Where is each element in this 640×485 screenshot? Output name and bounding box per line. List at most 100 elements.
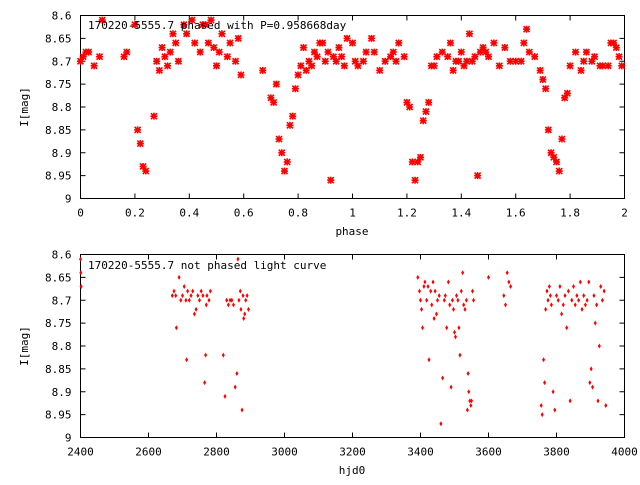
unphased-data-point bbox=[208, 288, 212, 294]
unphased-data-point bbox=[578, 279, 582, 285]
unphased-data-point bbox=[457, 325, 461, 331]
unphased-data-point bbox=[547, 284, 551, 290]
phased-data-point bbox=[539, 75, 547, 84]
unphased-data-point bbox=[577, 297, 581, 303]
unphased-data-point bbox=[221, 352, 225, 358]
phased-data-point bbox=[561, 94, 569, 102]
unphased-x-axis-label: hjd0 bbox=[339, 464, 366, 477]
unphased-panel: 8.6 8.65 8.7 8.75 8.8 8.85 8.9 8.95 9 2400 2600 28… bbox=[18, 249, 638, 478]
phased-data-point bbox=[476, 48, 484, 56]
unphased-data-point bbox=[471, 288, 475, 294]
phased-data-point bbox=[286, 121, 294, 129]
unphased-data-point bbox=[432, 316, 436, 322]
phased-data-point bbox=[544, 126, 552, 134]
phased-data-point bbox=[580, 57, 588, 65]
phased-data-point bbox=[291, 85, 299, 93]
unphased-y-tick-label: 8.95 bbox=[45, 409, 72, 422]
unphased-data-point bbox=[543, 380, 547, 386]
phased-data-point bbox=[588, 57, 596, 65]
unphased-y-tick-label: 8.85 bbox=[45, 363, 72, 376]
phased-data-point bbox=[259, 66, 267, 74]
unphased-plot-frame bbox=[80, 254, 625, 438]
phased-data-point bbox=[223, 53, 231, 61]
phased-data-point bbox=[139, 162, 147, 171]
unphased-data-point bbox=[233, 384, 237, 390]
phased-y-tick-label: 8.85 bbox=[45, 124, 72, 137]
unphased-data-point bbox=[238, 288, 242, 294]
phased-data-point bbox=[270, 98, 278, 106]
phased-data-point bbox=[512, 57, 520, 65]
unphased-data-point bbox=[427, 357, 431, 363]
unphased-data-point bbox=[240, 407, 244, 413]
unphased-data-point bbox=[446, 279, 450, 285]
phased-data-point bbox=[408, 158, 416, 166]
phased-data-point bbox=[169, 30, 177, 38]
phased-y-ticks: 8.6 8.65 8.7 8.75 8.8 8.85 8.9 8.95 9 bbox=[45, 10, 625, 206]
unphased-data-point bbox=[467, 389, 471, 395]
phased-data-point bbox=[294, 71, 302, 79]
phased-data-point bbox=[267, 94, 275, 102]
phased-data-point bbox=[134, 126, 142, 134]
phased-data-point bbox=[555, 167, 563, 175]
phased-x-tick-label: 0 bbox=[77, 207, 84, 220]
phased-data-point bbox=[278, 149, 286, 157]
unphased-title: 170220-5555.7 not phased light curve bbox=[88, 259, 326, 272]
phased-data-point bbox=[231, 57, 240, 65]
phased-data-point bbox=[406, 103, 414, 111]
unphased-data-point bbox=[575, 293, 579, 299]
unphased-data-point bbox=[599, 284, 603, 290]
unphased-data-point bbox=[437, 293, 441, 299]
phased-data-point bbox=[495, 62, 503, 70]
unphased-data-point bbox=[458, 352, 462, 358]
phased-data-point bbox=[400, 53, 408, 61]
unphased-data-point bbox=[79, 284, 83, 290]
unphased-data-point bbox=[597, 343, 601, 349]
phased-data-point bbox=[310, 48, 318, 56]
phased-y-tick-label: 8.95 bbox=[45, 170, 72, 183]
unphased-data-point bbox=[205, 293, 209, 299]
phased-data-point bbox=[430, 62, 438, 70]
unphased-data-point bbox=[417, 288, 421, 294]
unphased-data-point bbox=[198, 297, 201, 303]
unphased-data-point bbox=[469, 402, 473, 408]
unphased-data-point bbox=[245, 293, 249, 299]
unphased-data-point bbox=[470, 398, 473, 404]
phased-data-point bbox=[582, 48, 590, 56]
phased-data-point bbox=[615, 53, 623, 61]
phased-data-point bbox=[161, 53, 169, 61]
phased-data-point bbox=[343, 34, 351, 42]
unphased-data-point bbox=[546, 297, 550, 303]
phased-data-point bbox=[123, 48, 131, 56]
phased-data-point bbox=[610, 39, 618, 47]
unphased-data-point bbox=[502, 293, 506, 299]
phased-data-point bbox=[455, 57, 463, 65]
phased-data-point bbox=[174, 57, 182, 65]
unphased-y-ticks: 8.6 8.65 8.7 8.75 8.8 8.85 8.9 8.95 9 bbox=[45, 249, 625, 445]
unphased-x-ticks: 2400 2600 2800 3000 3200 3400 3600 3800 4000 bbox=[67, 254, 638, 459]
unphased-data-point bbox=[429, 288, 433, 294]
phased-x-tick-label: 1.8 bbox=[560, 207, 580, 220]
phased-data-point bbox=[558, 135, 566, 143]
unphased-data-point bbox=[582, 293, 586, 299]
phased-data-point bbox=[604, 62, 612, 70]
phased-data-point bbox=[275, 135, 283, 143]
unphased-data-point bbox=[556, 297, 560, 303]
unphased-data-point bbox=[580, 306, 584, 312]
phased-data-point bbox=[319, 39, 327, 47]
unphased-data-point bbox=[170, 293, 174, 299]
unphased-data-point bbox=[186, 288, 190, 294]
unphased-data-point bbox=[449, 384, 453, 390]
unphased-data-point bbox=[572, 284, 575, 290]
phased-data-point bbox=[577, 66, 585, 74]
unphased-data-point bbox=[450, 297, 454, 303]
unphased-data-point bbox=[454, 334, 458, 340]
unphased-data-point bbox=[426, 284, 430, 290]
unphased-data-point bbox=[509, 284, 513, 290]
unphased-data-point bbox=[540, 412, 544, 418]
phased-data-point bbox=[98, 16, 106, 24]
phased-data-point bbox=[324, 48, 332, 56]
phased-data-point bbox=[525, 48, 533, 56]
unphased-data-point bbox=[507, 279, 511, 285]
phased-data-point bbox=[188, 16, 196, 24]
unphased-data-point bbox=[244, 297, 248, 303]
